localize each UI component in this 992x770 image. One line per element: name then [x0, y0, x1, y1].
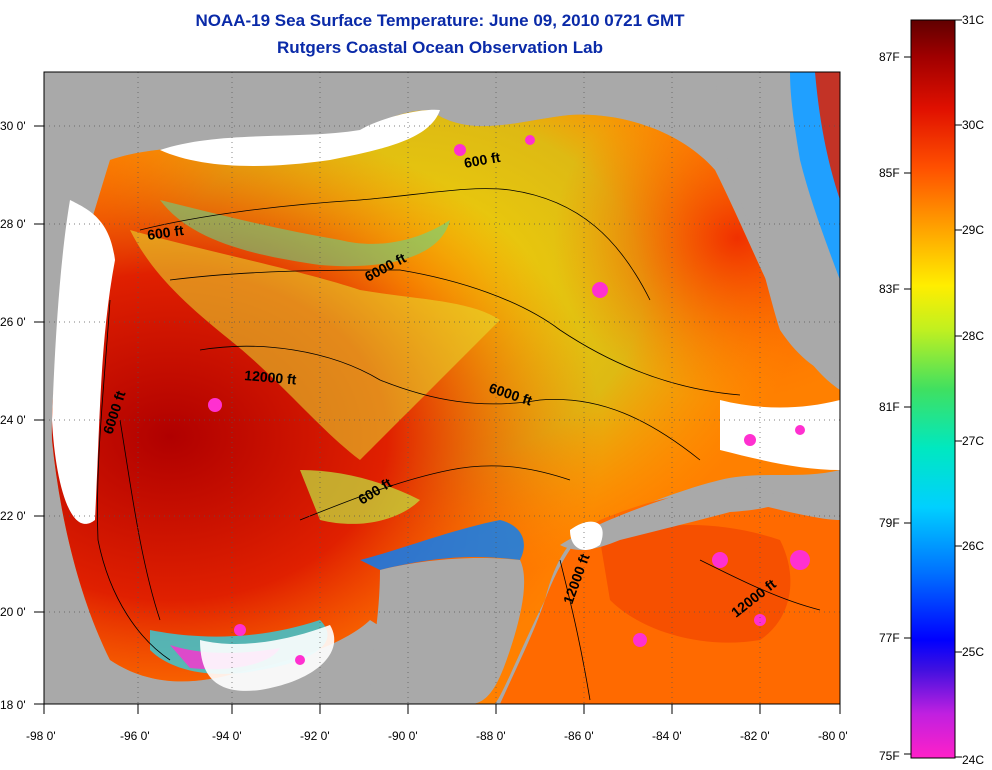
y-tick-label: 24 0' — [0, 413, 26, 427]
x-tick-label: -96 0' — [120, 729, 150, 743]
x-tick-label: -90 0' — [388, 729, 418, 743]
map-subtitle: Rutgers Coastal Ocean Observation Lab — [277, 38, 603, 57]
colorbar: 31C 30C 29C 28C 27C 26C 25C 24C 87F 85F … — [879, 13, 984, 767]
colorbar-celsius-label: 27C — [962, 434, 984, 448]
colorbar-fahrenheit-label: 79F — [879, 516, 900, 530]
y-tick-label: 28 0' — [0, 217, 26, 231]
axis-ticks — [34, 125, 841, 714]
y-tick-label: 20 0' — [0, 605, 26, 619]
x-tick-label: -88 0' — [476, 729, 506, 743]
cloud-north — [160, 109, 440, 166]
x-tick-label: -80 0' — [818, 729, 848, 743]
colorbar-fahrenheit-label: 85F — [879, 166, 900, 180]
colorbar-ticks — [904, 19, 962, 758]
x-tick-label: -98 0' — [26, 729, 56, 743]
cool-band-mid — [130, 230, 500, 460]
colorbar-celsius-label: 30C — [962, 118, 984, 132]
x-tick-label: -82 0' — [740, 729, 770, 743]
colorbar-gradient — [910, 19, 956, 759]
lat-lon-grid — [44, 72, 840, 704]
x-tick-label: -86 0' — [564, 729, 594, 743]
y-tick-label: 30 0' — [0, 119, 26, 133]
map-frame — [43, 71, 841, 705]
cool-band-north — [160, 200, 450, 267]
contour-label: 600 ft — [463, 149, 502, 171]
contour-label: 12000 ft — [244, 367, 298, 388]
caribbean-warm-core — [600, 525, 791, 643]
cloud-cuba — [570, 521, 603, 550]
y-axis-labels: 30 0' 28 0' 26 0' 24 0' 22 0' 20 0' 18 0… — [0, 119, 26, 712]
colorbar-celsius-label: 25C — [962, 645, 984, 659]
cloud-south — [200, 625, 335, 691]
cloud-west — [52, 200, 115, 524]
cuba-land — [560, 487, 782, 550]
contour-label: 600 ft — [146, 222, 185, 243]
gulf-stream — [815, 72, 840, 200]
x-tick-label: -92 0' — [300, 729, 330, 743]
colorbar-fahrenheit-label: 77F — [879, 631, 900, 645]
colorbar-celsius-label: 29C — [962, 223, 984, 237]
bathymetry-contours — [97, 188, 821, 701]
y-tick-label: 26 0' — [0, 315, 26, 329]
colorbar-fahrenheit-label: 81F — [879, 400, 900, 414]
colorbar-celsius-label: 31C — [962, 13, 984, 27]
cloud-florida-straits — [720, 400, 840, 470]
x-axis-labels: -98 0' -96 0' -94 0' -92 0' -90 0' -88 0… — [26, 729, 848, 743]
colorbar-fahrenheit-label: 83F — [879, 282, 900, 296]
map-area: 600 ft 600 ft 6000 ft 12000 ft 6000 ft 6… — [44, 72, 840, 704]
y-tick-label: 22 0' — [0, 509, 26, 523]
x-tick-label: -84 0' — [652, 729, 682, 743]
eastern-warm-water — [430, 110, 840, 476]
colorbar-celsius-label: 26C — [962, 539, 984, 553]
x-tick-label: -94 0' — [212, 729, 242, 743]
y-tick-label: 18 0' — [0, 698, 26, 712]
colorbar-fahrenheit-label: 87F — [879, 50, 900, 64]
cloud-edge-speckles — [208, 135, 810, 665]
colorbar-celsius-label: 24C — [962, 753, 984, 767]
colorbar-celsius-label: 28C — [962, 329, 984, 343]
yucatan-upwelling — [360, 520, 524, 570]
yucatan-land — [370, 558, 525, 704]
colorbar-fahrenheit-label: 75F — [879, 749, 900, 763]
map-title: NOAA-19 Sea Surface Temperature: June 09… — [195, 11, 685, 30]
